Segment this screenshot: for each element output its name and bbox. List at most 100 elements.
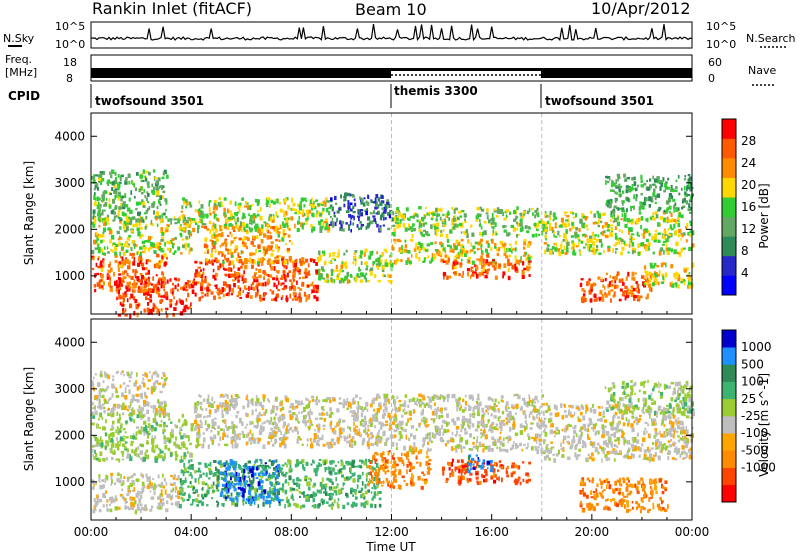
power-cell bbox=[235, 212, 238, 217]
power-cell bbox=[427, 213, 430, 216]
velocity-cell bbox=[371, 487, 374, 490]
velocity-cell bbox=[273, 467, 276, 471]
velocity-cell bbox=[139, 503, 143, 507]
velocity-cell bbox=[151, 440, 155, 445]
velocity-cell bbox=[92, 415, 95, 419]
power-cell bbox=[656, 265, 660, 268]
velocity-cell bbox=[365, 500, 369, 506]
power-cell bbox=[315, 284, 319, 290]
power-cell bbox=[405, 260, 408, 265]
velocity-cell bbox=[271, 443, 275, 447]
power-cell bbox=[95, 174, 98, 177]
velocity-cell bbox=[294, 463, 298, 468]
velocity-cell bbox=[176, 501, 180, 505]
power-cell bbox=[283, 285, 288, 289]
power-cell bbox=[658, 250, 662, 256]
velocity-cell bbox=[366, 408, 369, 412]
power-cell bbox=[160, 295, 164, 298]
power-cell bbox=[237, 274, 241, 278]
power-cell bbox=[155, 289, 159, 294]
power-cell bbox=[360, 224, 365, 227]
power-cell bbox=[383, 216, 385, 221]
power-cell bbox=[408, 218, 411, 221]
power-cell bbox=[295, 208, 297, 213]
power-cell bbox=[258, 249, 261, 253]
velocity-cell bbox=[340, 468, 343, 471]
power-cell bbox=[607, 245, 611, 249]
velocity-cell bbox=[111, 456, 114, 460]
velocity-cell bbox=[105, 439, 107, 445]
power-cell bbox=[108, 264, 111, 268]
power-cell bbox=[234, 276, 237, 281]
velocity-cell bbox=[378, 491, 382, 494]
power-cell bbox=[330, 271, 334, 276]
power-cell bbox=[114, 251, 117, 256]
velocity-cell bbox=[158, 413, 162, 418]
power-cell bbox=[688, 205, 691, 209]
power-cell bbox=[320, 202, 324, 205]
power-cell bbox=[685, 239, 688, 243]
velocity-cell bbox=[382, 424, 387, 427]
power-cell bbox=[228, 260, 232, 265]
velocity-cell bbox=[326, 477, 330, 481]
power-cell bbox=[184, 242, 188, 246]
power-cell bbox=[642, 202, 646, 205]
power-cell bbox=[684, 193, 688, 197]
velocity-cell bbox=[232, 429, 236, 435]
velocity-cell bbox=[277, 464, 281, 469]
velocity-cell bbox=[284, 462, 287, 465]
velocity-cell bbox=[305, 414, 307, 419]
power-cell bbox=[339, 222, 342, 225]
velocity-cell bbox=[194, 478, 197, 483]
velocity-cell bbox=[104, 478, 107, 483]
power-cell bbox=[100, 212, 104, 216]
velocity-cell bbox=[216, 475, 220, 481]
power-cell bbox=[235, 248, 238, 251]
velocity-cell bbox=[360, 494, 363, 499]
power-cell bbox=[408, 260, 412, 265]
power-cell bbox=[358, 256, 360, 259]
power-cell bbox=[523, 251, 526, 255]
velocity-cell bbox=[251, 485, 254, 490]
velocity-cell bbox=[226, 462, 230, 466]
power-cell bbox=[119, 177, 122, 181]
power-cell bbox=[234, 201, 237, 207]
velocity-cell bbox=[196, 503, 199, 507]
power-cell bbox=[630, 238, 633, 243]
power-cell bbox=[117, 237, 121, 241]
power-cell bbox=[318, 275, 322, 281]
power-cell bbox=[516, 206, 519, 211]
power-cell bbox=[117, 262, 120, 268]
velocity-cell bbox=[183, 452, 187, 457]
power-cell bbox=[139, 251, 142, 257]
power-cell bbox=[163, 294, 166, 299]
power-cell bbox=[230, 242, 232, 247]
power-cell bbox=[96, 204, 100, 210]
power-cell bbox=[183, 228, 187, 233]
power-cell bbox=[216, 291, 220, 294]
velocity-cell bbox=[129, 454, 132, 457]
velocity-cell bbox=[226, 488, 230, 494]
power-cell bbox=[278, 239, 281, 242]
power-cell bbox=[339, 227, 342, 232]
power-cell bbox=[392, 211, 395, 216]
power-cell bbox=[602, 284, 605, 288]
power-cell bbox=[403, 248, 407, 253]
power-cell bbox=[266, 229, 270, 234]
power-cell bbox=[240, 202, 242, 207]
power-cell bbox=[659, 216, 663, 220]
power-cell bbox=[126, 226, 129, 231]
velocity-cell bbox=[170, 474, 173, 477]
power-cell bbox=[493, 261, 496, 265]
velocity-cell bbox=[332, 398, 336, 402]
power-cell bbox=[521, 270, 525, 276]
power-cell bbox=[178, 225, 182, 231]
power-cell bbox=[271, 249, 275, 252]
power-cell bbox=[544, 234, 547, 239]
velocity-cell bbox=[102, 504, 105, 508]
power-cell bbox=[468, 257, 471, 260]
power-cell bbox=[349, 273, 353, 278]
power-cell bbox=[572, 226, 575, 230]
power-cell bbox=[118, 261, 122, 265]
power-cell bbox=[514, 255, 517, 261]
